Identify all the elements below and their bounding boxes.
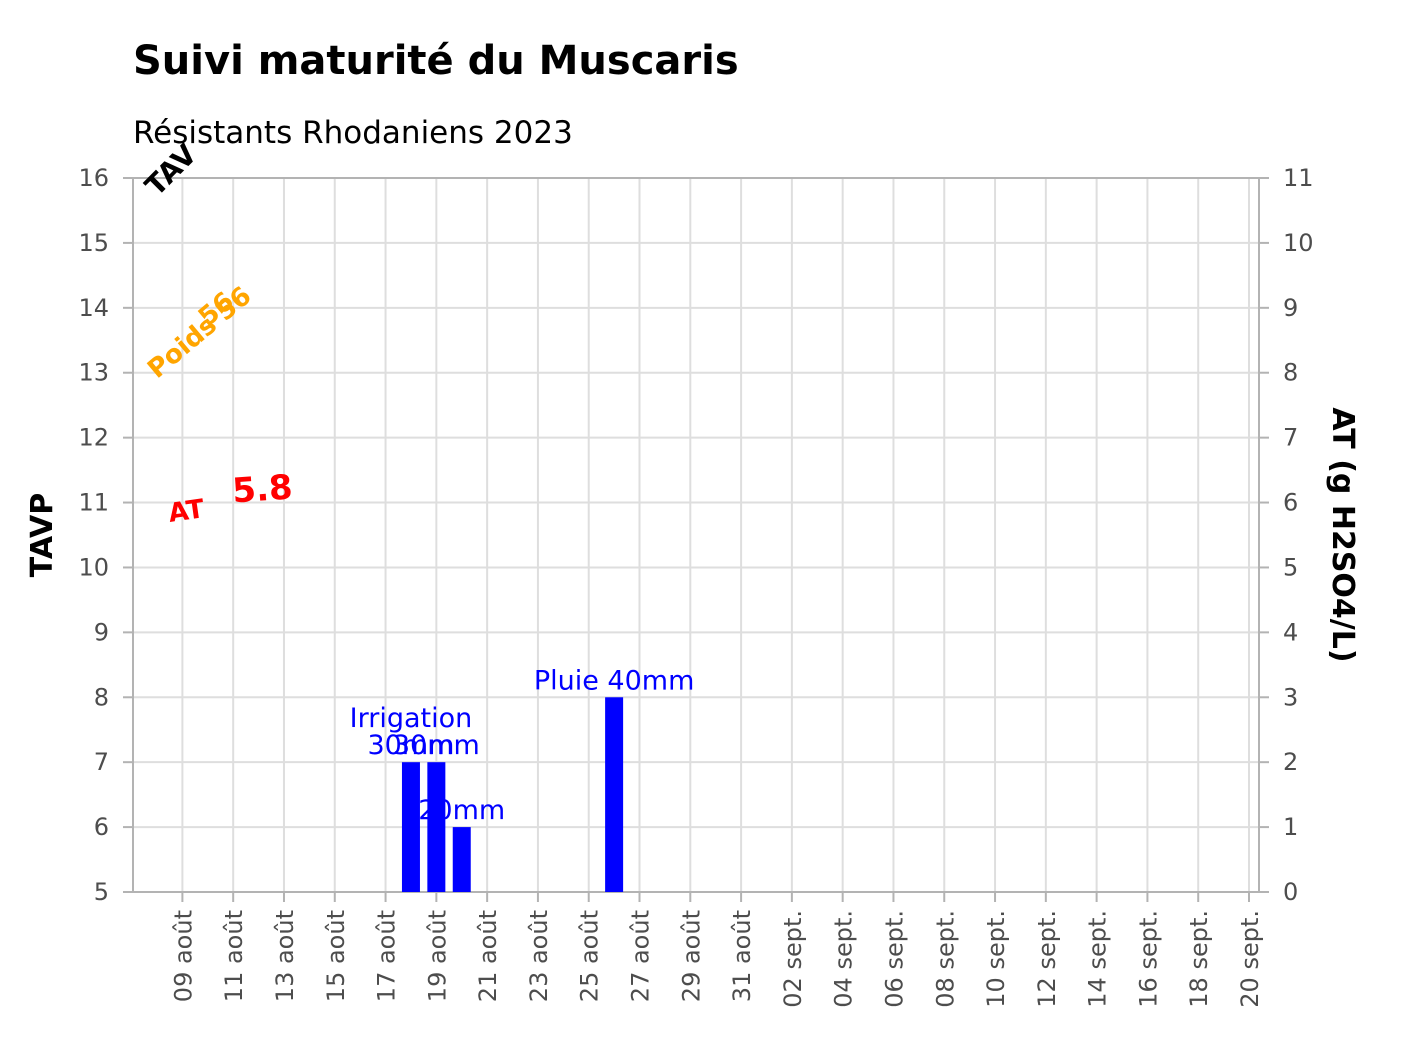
y2-tick-label: 1 [1283,813,1298,841]
y-tick-label: 8 [94,683,109,711]
x-tick-label: 17 août [373,910,401,1002]
y2-tick-label: 5 [1283,553,1298,581]
y2-tick-label: 6 [1283,489,1298,517]
bar-label: 30mm [393,730,480,761]
x-tick-label: 15 août [322,910,350,1002]
y-tick-label: 11 [78,489,109,517]
y-tick-label: 14 [78,294,109,322]
x-tick-label: 16 sept. [1134,910,1162,1008]
y-tick-label: 5 [94,878,109,906]
x-tick-label: 25 août [576,910,604,1002]
y-tick-label: 10 [78,553,109,581]
y-tick-label: 9 [94,618,109,646]
x-tick-label: 11 août [220,910,248,1002]
annotation-label: AT [166,494,206,529]
x-tick-label: 10 sept. [982,910,1010,1008]
x-tick-label: 13 août [271,910,299,1002]
x-tick-label: 27 août [627,910,655,1002]
annotation-label: Poids 56 [142,281,257,384]
y2-tick-label: 10 [1283,229,1314,257]
grid [133,177,1259,893]
y-tick-label: 12 [78,424,109,452]
bar [401,762,420,892]
y-tick-label: 15 [78,229,109,257]
y2-tick-label: 0 [1283,878,1298,906]
y2-tick-label: 4 [1283,618,1298,646]
x-tick-label: 20 sept. [1236,910,1264,1008]
y-tick-label: 6 [94,813,109,841]
x-tick-label: 18 sept. [1185,910,1213,1008]
y-tick-label: 7 [94,748,109,776]
x-tick-label: 12 sept. [1033,910,1061,1008]
bar-label: Irrigation [350,703,473,734]
chart-subtitle: Résistants Rhodaniens 2023 [133,115,573,151]
y2-tick-label: 2 [1283,748,1298,776]
bar [605,697,624,892]
x-tick-label: 04 sept. [830,910,858,1008]
y2-tick-label: 8 [1283,359,1298,387]
x-tick-label: 31 août [728,910,756,1002]
bar [452,827,471,892]
x-tick-label: 21 août [474,910,502,1002]
x-tick-label: 02 sept. [779,910,807,1008]
x-tick-label: 06 sept. [880,910,908,1008]
x-tick-label: 14 sept. [1084,910,1112,1008]
chart-title: Suivi maturité du Muscaris [133,38,739,84]
x-tick-label: 08 sept. [931,910,959,1008]
x-tick-label: 19 août [423,910,451,1002]
y-tick-label: 13 [78,359,109,387]
y2-tick-label: 11 [1283,164,1314,192]
x-tick-label: 23 août [525,910,553,1002]
x-tick-label: 09 août [169,910,197,1002]
y-axis-title: TAVP [25,493,60,578]
y2-axis-title: AT (g H2SO4/L) [1325,407,1360,662]
annotation-label: 5.8 [231,467,294,511]
y2-tick-label: 3 [1283,683,1298,711]
bars [401,697,624,892]
bar-label: 20mm [418,795,505,826]
y-tick-label: 16 [78,164,109,192]
bar-label: 30mm [367,730,454,761]
bar [427,762,446,892]
y2-tick-label: 7 [1283,424,1298,452]
x-tick-label: 29 août [677,910,705,1002]
y2-tick-label: 9 [1283,294,1298,322]
bar-label: Pluie 40mm [534,665,695,696]
